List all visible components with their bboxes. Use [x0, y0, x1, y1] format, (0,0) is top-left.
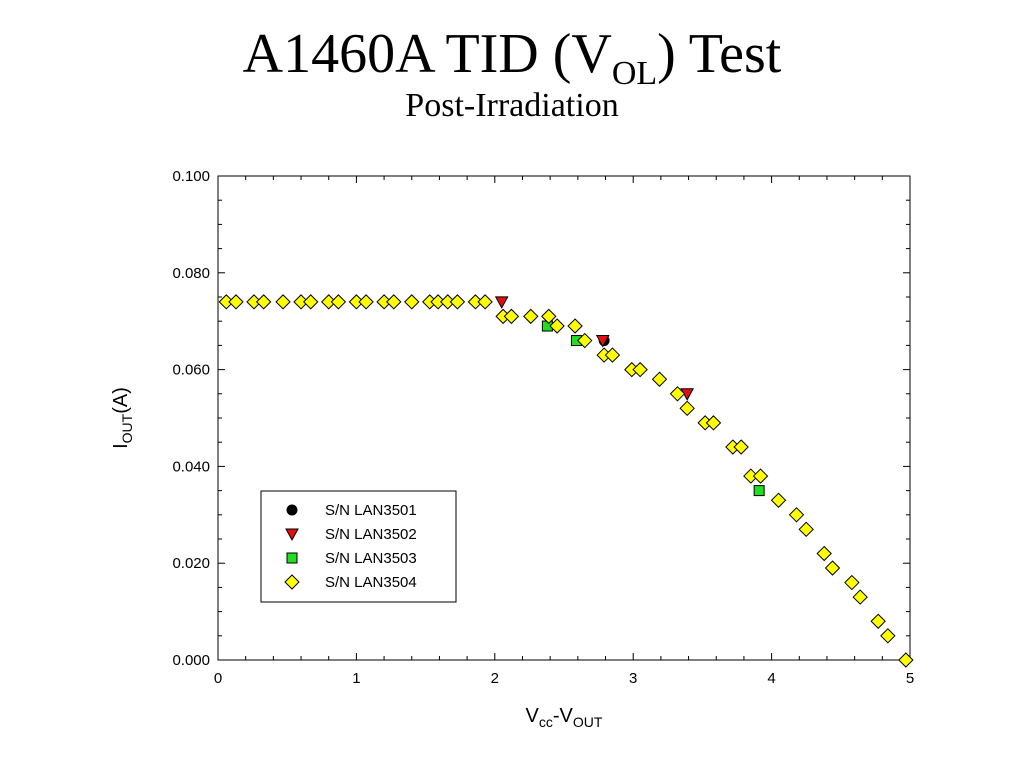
x-tick-label: 1	[352, 670, 360, 687]
x-tick-label: 0	[214, 670, 222, 687]
x-axis-label: Vcc-VOUT	[526, 705, 603, 730]
y-tick-label: 0.080	[172, 265, 210, 282]
y-axis-label: IOUT(A)	[110, 387, 135, 449]
y-tick-label: 0.060	[172, 362, 210, 379]
x-tick-label: 3	[629, 670, 637, 687]
x-tick-label: 5	[906, 670, 914, 687]
x-axis-label-subscript: OUT	[573, 714, 603, 730]
data-point	[541, 308, 557, 325]
legend-label: S/N LAN3503	[325, 550, 417, 567]
y-axis-label-part: I	[110, 443, 132, 449]
data-point	[880, 628, 896, 644]
series-2	[494, 296, 695, 401]
title-block: A1460A TID (VOL) Test Post-Irradiation	[0, 22, 1024, 126]
data-point	[386, 294, 402, 310]
chart-subtitle: Post-Irradiation	[405, 87, 619, 124]
data-point	[477, 294, 493, 310]
data-point	[494, 296, 509, 309]
data-point	[632, 361, 648, 378]
legend-marker	[286, 552, 298, 564]
x-tick-label: 2	[491, 670, 499, 687]
data-point	[898, 652, 914, 668]
data-point	[449, 294, 466, 310]
data-point	[844, 574, 860, 591]
legend: S/N LAN3501 S/N LAN3502 S/N LAN3503 S/N LAN…	[260, 490, 457, 603]
data-point	[404, 294, 420, 310]
data-point	[303, 294, 319, 310]
chart-title-end: ) Test	[657, 23, 782, 85]
legend-label: S/N LAN3502	[325, 526, 417, 543]
y-tick-label: 0.100	[172, 168, 210, 185]
data-point	[228, 294, 244, 310]
y-tick-label: 0.040	[172, 458, 210, 475]
data-points	[218, 294, 914, 668]
x-axis-label-subscript: cc	[539, 714, 553, 730]
legend-marker	[286, 504, 298, 516]
data-point	[733, 439, 749, 455]
data-point	[852, 589, 868, 605]
series-3	[541, 320, 765, 497]
data-point	[523, 308, 539, 325]
axes: 0 1 2 3 4 5 0.000 0.020 0.040 0.060 0.080 0.100	[172, 168, 914, 687]
chart-title-subscript: OL	[611, 55, 658, 92]
data-point	[679, 400, 695, 417]
data-point	[549, 318, 565, 334]
data-point	[870, 613, 886, 629]
y-tick-label: 0.000	[172, 652, 210, 669]
data-point	[567, 318, 583, 334]
legend-label: S/N LAN3501	[325, 502, 417, 519]
series-4	[218, 294, 914, 668]
data-point	[330, 294, 347, 310]
data-point	[824, 560, 841, 576]
y-axis-label-part: (A)	[110, 387, 132, 414]
data-point	[788, 507, 805, 523]
data-point	[595, 335, 610, 348]
data-point	[816, 545, 832, 562]
data-point	[798, 521, 814, 538]
y-tick-label: 0.020	[172, 555, 210, 572]
legend-marker	[285, 528, 299, 542]
y-axis-label-subscript: OUT	[119, 413, 135, 443]
x-axis-label-part: V	[526, 705, 540, 727]
data-point	[753, 485, 765, 497]
legend-marker	[284, 574, 300, 590]
x-axis-label-part: -V	[553, 705, 574, 727]
data-point	[604, 347, 621, 363]
data-point	[669, 386, 686, 402]
data-point	[705, 415, 722, 431]
legend-label: S/N LAN3504	[325, 574, 417, 591]
data-point	[577, 332, 593, 349]
data-point	[503, 308, 520, 325]
x-tick-label: 4	[767, 670, 775, 687]
chart-title-main: A1460A TID (V	[242, 23, 612, 85]
chart-title: A1460A TID (VOL) Test	[0, 22, 1024, 91]
data-point	[651, 371, 668, 387]
data-point	[752, 468, 769, 484]
data-point	[770, 492, 787, 508]
data-point	[358, 294, 374, 310]
data-point	[255, 294, 272, 310]
data-point	[275, 294, 291, 310]
